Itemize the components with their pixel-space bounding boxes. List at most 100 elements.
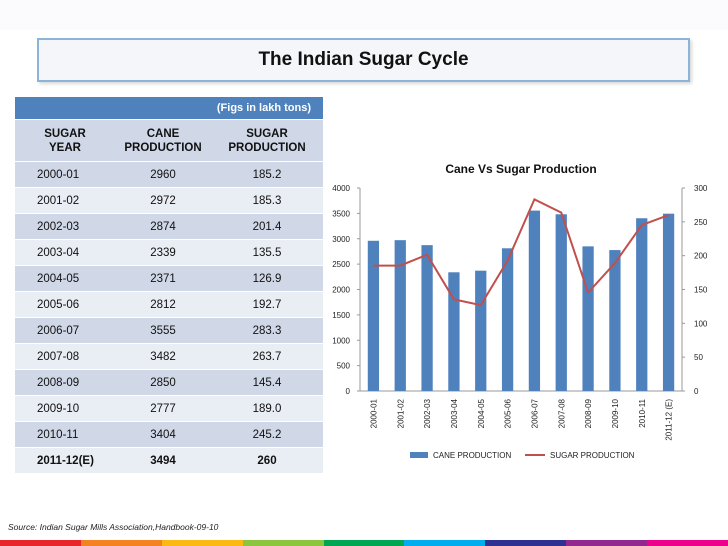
cell-year: 2006-07 bbox=[37, 324, 80, 337]
accent-segment bbox=[323, 540, 405, 546]
cell-cane: 2960 bbox=[150, 168, 176, 181]
header-cane-production: CANE PRODUCTION bbox=[124, 127, 202, 154]
cell-sugar: 185.2 bbox=[252, 168, 282, 181]
table-row: 2004-05 2371 126.9 bbox=[15, 265, 323, 291]
cane-bar bbox=[609, 250, 621, 391]
cane-bar bbox=[448, 272, 460, 391]
table-row: 2011-12(E) 3494 260 bbox=[15, 447, 323, 473]
cell-cane: 2874 bbox=[150, 220, 176, 233]
right-tick-label: 0 bbox=[694, 387, 699, 396]
x-tick-label: 2007-08 bbox=[557, 398, 566, 428]
cane-bar bbox=[501, 248, 514, 391]
right-tick-label: 250 bbox=[694, 218, 708, 227]
cane-bar bbox=[555, 214, 567, 391]
cane-vs-sugar-chart: Cane Vs Sugar Production0500100015002000… bbox=[332, 162, 708, 460]
left-tick-label: 2500 bbox=[332, 260, 350, 269]
left-tick-label: 1500 bbox=[332, 311, 350, 320]
cell-year: 2005-06 bbox=[37, 298, 80, 311]
table-row: 2003-04 2339 135.5 bbox=[15, 239, 323, 265]
cell-sugar: 185.3 bbox=[252, 194, 282, 207]
table-header: SUGAR YEAR CANE PRODUCTION SUGAR PRODUCTION bbox=[15, 119, 323, 161]
left-tick-label: 0 bbox=[346, 387, 351, 396]
table-row: 2005-06 2812 192.7 bbox=[15, 291, 323, 317]
cane-bar bbox=[636, 218, 648, 391]
accent-segment bbox=[566, 540, 648, 546]
cell-sugar: 245.2 bbox=[252, 428, 282, 441]
x-tick-label: 2009-10 bbox=[611, 398, 620, 428]
source-note: Source: Indian Sugar Mills Association,H… bbox=[8, 522, 219, 532]
cane-bar bbox=[662, 213, 675, 391]
cell-sugar: 283.3 bbox=[252, 324, 282, 337]
x-tick-label: 2003-04 bbox=[450, 398, 459, 428]
header-sugar-year: SUGAR YEAR bbox=[44, 127, 86, 154]
cell-sugar: 145.4 bbox=[252, 376, 282, 389]
table-row: 2007-08 3482 263.7 bbox=[15, 343, 323, 369]
cell-sugar: 189.0 bbox=[252, 402, 282, 415]
cell-cane: 2812 bbox=[150, 298, 176, 311]
accent-strip bbox=[0, 540, 728, 546]
table-row: 2000-01 2960 185.2 bbox=[15, 161, 323, 187]
cell-cane: 3494 bbox=[150, 454, 176, 467]
left-tick-label: 500 bbox=[337, 362, 351, 371]
cane-bar bbox=[421, 245, 433, 391]
cane-bar bbox=[528, 210, 541, 391]
slide-title: The Indian Sugar Cycle bbox=[258, 49, 469, 70]
x-tick-label: 2005-06 bbox=[504, 398, 513, 428]
accent-segment bbox=[485, 540, 567, 546]
accent-segment bbox=[404, 540, 486, 546]
cell-year: 2007-08 bbox=[37, 350, 80, 363]
x-tick-label: 2006-07 bbox=[530, 398, 539, 428]
cell-year: 2003-04 bbox=[37, 246, 80, 259]
cell-cane: 2777 bbox=[150, 402, 176, 415]
table-row: 2006-07 3555 283.3 bbox=[15, 317, 323, 343]
table-row: 2001-02 2972 185.3 bbox=[15, 187, 323, 213]
accent-segment bbox=[161, 540, 243, 546]
cell-cane: 3555 bbox=[150, 324, 176, 337]
cell-year: 2004-05 bbox=[37, 272, 80, 285]
cell-year: 2000-01 bbox=[37, 168, 80, 181]
cell-cane: 3482 bbox=[150, 350, 176, 363]
cell-year: 2010-11 bbox=[37, 428, 79, 441]
production-table: (Figs in lakh tons) SUGAR YEAR CANE PRODUC… bbox=[15, 97, 323, 473]
accent-segment bbox=[647, 540, 728, 546]
left-tick-label: 3500 bbox=[332, 209, 350, 218]
cane-bar bbox=[367, 240, 380, 391]
cell-sugar: 135.5 bbox=[252, 246, 282, 259]
cell-cane: 2371 bbox=[150, 272, 176, 285]
chart-title: Cane Vs Sugar Production bbox=[445, 162, 596, 176]
x-tick-label: 2000-01 bbox=[369, 398, 378, 428]
legend-cane-label: CANE PRODUCTION bbox=[433, 451, 511, 460]
cell-sugar: 192.7 bbox=[252, 298, 282, 311]
cell-cane: 2972 bbox=[150, 194, 176, 207]
x-tick-label: 2002-03 bbox=[423, 398, 432, 428]
cell-year: 2002-03 bbox=[37, 220, 80, 233]
cell-sugar: 260 bbox=[257, 454, 277, 467]
table-row: 2002-03 2874 201.4 bbox=[15, 213, 323, 239]
accent-segment bbox=[242, 540, 324, 546]
x-tick-label: 2001-02 bbox=[396, 398, 405, 428]
left-tick-label: 3000 bbox=[332, 235, 350, 244]
accent-segment bbox=[80, 540, 162, 546]
cell-cane: 3404 bbox=[150, 428, 176, 441]
table-row: 2009-10 2777 189.0 bbox=[15, 395, 323, 421]
header-sugar-production: SUGAR PRODUCTION bbox=[228, 127, 306, 154]
table-row: 2010-11 3404 245.2 bbox=[15, 421, 323, 447]
cell-cane: 2339 bbox=[150, 246, 176, 259]
left-tick-label: 4000 bbox=[332, 184, 350, 193]
cane-bar bbox=[475, 270, 487, 391]
table-body: 2000-01 2960 185.2 2001-02 2972 185.3 2002-03 2… bbox=[15, 161, 323, 473]
cell-year: 2008-09 bbox=[37, 376, 80, 389]
cell-year: 2011-12(E) bbox=[37, 454, 94, 467]
cane-bar bbox=[394, 240, 406, 391]
right-tick-label: 50 bbox=[694, 353, 703, 362]
accent-segment bbox=[0, 540, 81, 546]
cell-cane: 2850 bbox=[150, 376, 176, 389]
cane-bar bbox=[582, 246, 594, 391]
x-tick-label: 2004-05 bbox=[477, 398, 486, 428]
legend-sugar-label: SUGAR PRODUCTION bbox=[550, 451, 635, 460]
right-tick-label: 200 bbox=[694, 252, 708, 261]
x-tick-label: 2008-09 bbox=[584, 398, 593, 428]
title-box: The Indian Sugar Cycle bbox=[37, 38, 690, 82]
right-tick-label: 300 bbox=[694, 184, 708, 193]
cell-year: 2009-10 bbox=[37, 402, 80, 415]
